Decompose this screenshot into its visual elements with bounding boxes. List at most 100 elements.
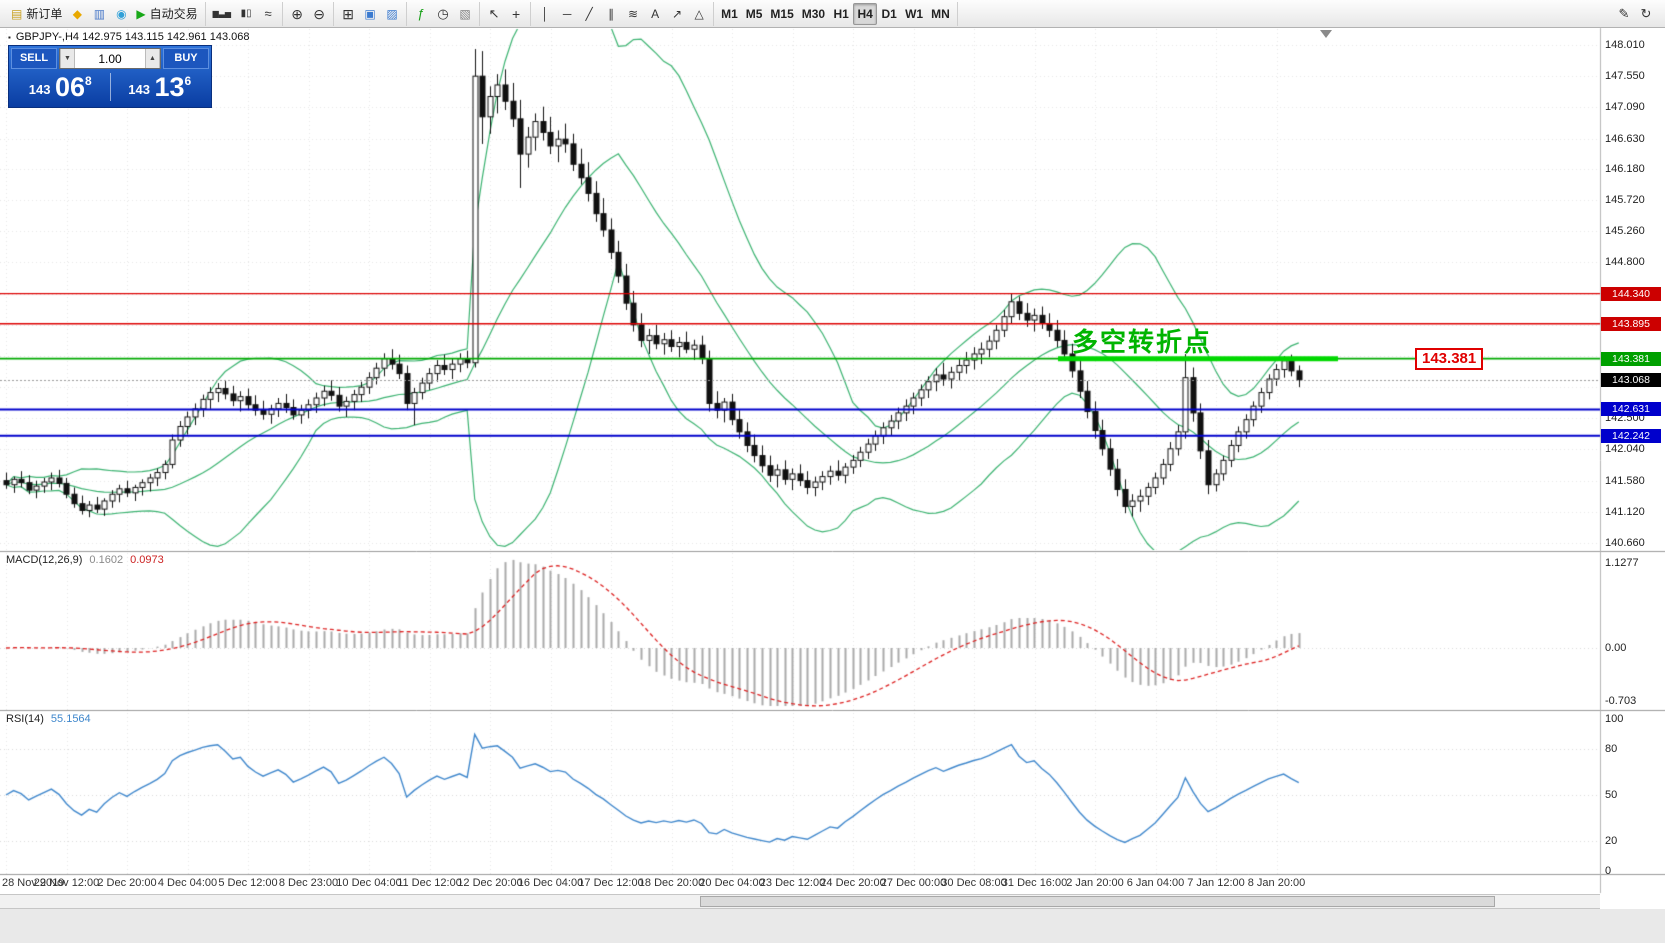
price-axis-label: 147.550 xyxy=(1605,70,1645,83)
timeframe-h1-button[interactable]: H1 xyxy=(829,3,853,25)
macd-indicator-label: MACD(12,26,9) 0.1602 0.0973 xyxy=(6,554,164,566)
one-click-trading-panel: SELL ▼ ▲ BUY 143 068 143 136 xyxy=(8,45,212,108)
time-axis-label: 2 Dec 20:00 xyxy=(97,877,157,889)
periods-button[interactable]: ◷ xyxy=(432,3,454,25)
refresh-icon[interactable]: ↻ xyxy=(1635,3,1657,25)
cursor-group: ↖ + xyxy=(480,1,532,26)
price-axis-tag: 143.068 xyxy=(1601,372,1661,387)
new-chart-button[interactable]: ▣ xyxy=(359,3,381,25)
zoom-group: ⊕ ⊖ xyxy=(283,1,335,26)
sell-price-main: 143 xyxy=(28,82,51,97)
timeframe-mn-button[interactable]: MN xyxy=(927,3,954,25)
price-axis-label: 140.660 xyxy=(1605,536,1645,549)
volume-increase-button[interactable]: ▲ xyxy=(145,49,160,68)
line-chart-button[interactable]: ≈ xyxy=(257,3,279,25)
price-axis-label: 146.180 xyxy=(1605,162,1645,175)
rsi-indicator-label: RSI(14) 55.1564 xyxy=(6,713,91,725)
sell-price-sup: 8 xyxy=(85,74,92,88)
timeframe-m5-button[interactable]: M5 xyxy=(742,3,767,25)
new-order-button[interactable]: ▤ 新订单 xyxy=(7,3,66,25)
horizontal-line-button[interactable]: ─ xyxy=(556,3,578,25)
symbol-icon: ▪ xyxy=(8,32,11,42)
time-axis-label: 11 Dec 12:00 xyxy=(397,877,462,889)
price-axis-label: 148.010 xyxy=(1605,39,1645,51)
buy-button[interactable]: BUY xyxy=(163,48,209,69)
insert-group: ƒ ◷ ▧ xyxy=(407,1,481,26)
time-axis-label: 24 Dec 20:00 xyxy=(820,877,886,889)
rsi-axis-label: 100 xyxy=(1605,713,1624,725)
time-axis-label: 23 Dec 12:00 xyxy=(759,877,826,889)
crosshair-button[interactable]: + xyxy=(505,3,527,25)
price-axis-label: 145.720 xyxy=(1605,194,1645,207)
tile-windows-button[interactable]: ⊞ xyxy=(337,3,359,25)
price-callout-label[interactable]: 143.381 xyxy=(1415,348,1484,370)
macd-axis-label: 1.1277 xyxy=(1605,556,1639,569)
file-group: ▤ 新订单 ◆ ▥ ◉ ▶ 自动交易 xyxy=(4,1,206,26)
profiles-button[interactable]: ▨ xyxy=(381,3,403,25)
shapes-button[interactable]: △ xyxy=(688,3,710,25)
time-axis-label: 10 Dec 04:00 xyxy=(336,877,402,889)
scrollbar-thumb[interactable] xyxy=(700,896,1495,907)
data-window-icon[interactable]: ▥ xyxy=(88,3,110,25)
cursor-button[interactable]: ↖ xyxy=(483,3,505,25)
rsi-name: RSI(14) xyxy=(6,713,44,725)
edit-icon[interactable]: ✎ xyxy=(1613,3,1635,25)
macd-value-main: 0.1602 xyxy=(89,554,124,566)
timeframe-m30-button[interactable]: M30 xyxy=(798,3,829,25)
macd-value-signal: 0.0973 xyxy=(130,554,164,566)
price-axis-label: 142.040 xyxy=(1605,443,1645,456)
zoom-out-button[interactable]: ⊖ xyxy=(308,3,330,25)
channel-button[interactable]: ∥ xyxy=(600,3,622,25)
timeframe-m1-button[interactable]: M1 xyxy=(717,3,742,25)
price-axis-label: 146.630 xyxy=(1605,132,1645,145)
time-axis-label: 27 Dec 00:00 xyxy=(880,877,947,889)
toolbar-right-group: ✎ ↻ xyxy=(1613,3,1661,25)
navigator-icon[interactable]: ◉ xyxy=(110,3,132,25)
time-axis-label: 20 Dec 04:00 xyxy=(699,877,765,889)
fibonacci-button[interactable]: ≋ xyxy=(622,3,644,25)
time-axis-label: 16 Dec 04:00 xyxy=(517,877,584,889)
volume-input[interactable] xyxy=(75,49,145,68)
horizontal-scrollbar[interactable] xyxy=(0,894,1600,909)
volume-control: ▼ ▲ xyxy=(59,48,161,69)
rsi-axis-label: 0 xyxy=(1605,865,1612,877)
price-axis-tag: 142.631 xyxy=(1601,402,1661,417)
buy-price-button[interactable]: 143 136 xyxy=(111,72,210,102)
sell-price-big: 06 xyxy=(54,72,85,102)
sell-button[interactable]: SELL xyxy=(11,48,57,69)
timeframe-h4-button[interactable]: H4 xyxy=(853,2,878,25)
buy-price-big: 13 xyxy=(154,72,185,102)
auto-trading-button[interactable]: ▶ 自动交易 xyxy=(132,3,201,25)
macd-name: MACD(12,26,9) xyxy=(6,554,83,566)
indicators-button[interactable]: ƒ xyxy=(410,3,432,25)
text-button[interactable]: A xyxy=(644,3,666,25)
volume-decrease-button[interactable]: ▼ xyxy=(60,49,75,68)
macd-axis-label: -0.703 xyxy=(1605,695,1637,707)
time-axis-label: 4 Dec 04:00 xyxy=(157,877,218,889)
market-watch-icon[interactable]: ◆ xyxy=(66,3,88,25)
price-axis-tag: 143.381 xyxy=(1601,351,1661,366)
timeframe-d1-button[interactable]: D1 xyxy=(877,3,901,25)
template-button[interactable]: ▧ xyxy=(454,3,476,25)
sell-price-button[interactable]: 143 068 xyxy=(11,72,110,102)
time-axis-label: 18 Dec 20:00 xyxy=(638,877,705,889)
buy-price-main: 143 xyxy=(128,82,150,97)
rsi-axis-label: 80 xyxy=(1605,743,1618,756)
time-axis-label: 2 Jan 20:00 xyxy=(1066,877,1124,889)
bar-chart-button[interactable]: ▆▃▅ xyxy=(209,3,235,25)
candlestick-chart-button[interactable]: ▮▯ xyxy=(235,3,257,25)
chart-annotation-text[interactable]: 多空转折点 xyxy=(1072,327,1213,357)
timeframe-m15-button[interactable]: M15 xyxy=(766,3,797,25)
vertical-line-button[interactable]: │ xyxy=(534,3,556,25)
time-axis-label: 8 Jan 20:00 xyxy=(1247,877,1306,889)
price-divider xyxy=(109,73,111,101)
trendline-button[interactable]: ╱ xyxy=(578,3,600,25)
price-axis-label: 141.120 xyxy=(1605,505,1645,518)
arrow-tool-button[interactable]: ↗ xyxy=(666,3,688,25)
zoom-in-button[interactable]: ⊕ xyxy=(286,3,308,25)
price-axis-label: 147.090 xyxy=(1605,101,1645,114)
timeframe-w1-button[interactable]: W1 xyxy=(901,3,927,25)
price-axis-tag: 144.340 xyxy=(1601,286,1661,301)
time-axis-label: 5 Dec 12:00 xyxy=(218,877,278,889)
